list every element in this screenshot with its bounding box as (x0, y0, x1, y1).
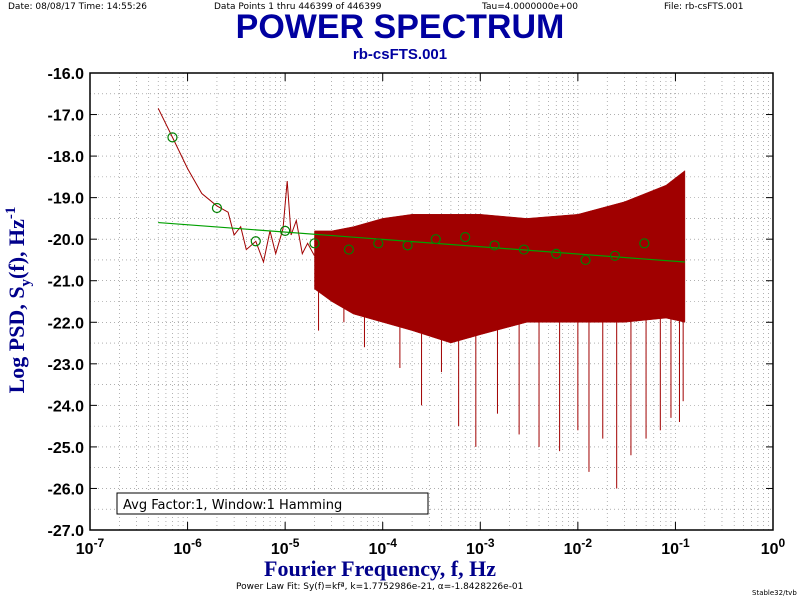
averaged-point-marker (309, 238, 320, 249)
y-tick-label: -25.0 (48, 440, 85, 457)
x-tick-labels: 10-7 10-6 10-5 10-4 10-3 10-2 10-1 100 (76, 536, 786, 558)
y-tick-label: -17.0 (48, 108, 85, 125)
averaged-point-marker (211, 202, 223, 214)
x-tick-label: 10-4 (368, 536, 397, 558)
y-tick-label: -16.0 (48, 66, 85, 83)
x-tick-label: 10-5 (271, 536, 300, 558)
annotation-text: Avg Factor:1, Window:1 Hamming (123, 498, 342, 513)
averaged-point-marker (489, 240, 500, 251)
averaged-point-marker (518, 244, 530, 255)
x-tick-label: 10-3 (466, 536, 495, 558)
psd-low-frequency-line (157, 108, 315, 264)
averaged-point-marker (609, 250, 621, 261)
y-tick-label: -22.0 (48, 315, 85, 332)
x-tick-label: 10-6 (173, 536, 202, 558)
plot-frame (89, 72, 774, 531)
fit-line-layer (158, 221, 685, 263)
x-tick-label: 10-7 (76, 536, 105, 558)
header-tau: Tau=4.0000000e+00 (482, 2, 578, 12)
averaged-point-marker (430, 234, 441, 245)
y-tick-label: -21.0 (48, 274, 85, 291)
averaged-point-marker (580, 254, 591, 266)
x-tick-label: 100 (761, 536, 786, 558)
header-data-points: Data Points 1 thru 446399 of 446399 (214, 2, 382, 12)
averaged-point-marker (460, 232, 471, 243)
axis-ticks (89, 72, 774, 531)
y-tick-label: -18.0 (48, 149, 85, 166)
averaged-point-marker (639, 238, 650, 249)
y-tick-label: -20.0 (48, 232, 85, 249)
averaged-point-marker (167, 132, 178, 143)
y-tick-label: -19.0 (48, 191, 85, 208)
psd-trace (157, 108, 315, 264)
y-tick-label: -23.0 (48, 357, 85, 374)
x-tick-label: 10-1 (661, 536, 690, 558)
annotation-box: Avg Factor:1, Window:1 Hamming (116, 492, 429, 515)
svg-text:Log PSD, Sy(f), Hz-1: Log PSD, Sy(f), Hz-1 (3, 207, 34, 394)
chart-title: POWER SPECTRUM (235, 8, 565, 46)
averaged-point-marker (280, 225, 291, 236)
chart-subtitle: rb-csFTS.001 (352, 46, 448, 63)
y-tick-labels: -16.0 -17.0 -18.0 -19.0 -20.0 -21.0 -22.0 -23.0… (48, 66, 85, 540)
y-tick-label: -27.0 (48, 523, 85, 540)
psd-noise-band (314, 170, 686, 344)
header-file: File: rb-csFTS.001 (664, 2, 744, 12)
psd-band (314, 170, 686, 489)
averaged-point-marker (343, 244, 354, 255)
averaged-point-marker (373, 238, 384, 249)
x-tick-label: 10-2 (564, 536, 593, 558)
averaged-point-marker (402, 240, 413, 251)
credit-text: Stable32/tvb (752, 589, 797, 597)
averaged-point-marker (551, 248, 562, 259)
y-tick-label: -26.0 (48, 481, 85, 498)
x-axis-label: Fourier Frequency, f, Hz (264, 556, 496, 581)
power-law-fit-line (158, 221, 685, 263)
grid-lines (90, 73, 773, 530)
power-law-fit-text: Power Law Fit: Sy(f)=kfª, k=1.7752986e-2… (236, 582, 524, 592)
averaged-point-marker (250, 236, 261, 247)
averaged-markers (167, 132, 650, 266)
y-tick-label: -24.0 (48, 398, 85, 415)
y-axis-label: Log PSD, Sy(f), Hz-1 (3, 207, 34, 394)
header-date-time: Date: 08/08/17 Time: 14:55:26 (8, 2, 148, 12)
